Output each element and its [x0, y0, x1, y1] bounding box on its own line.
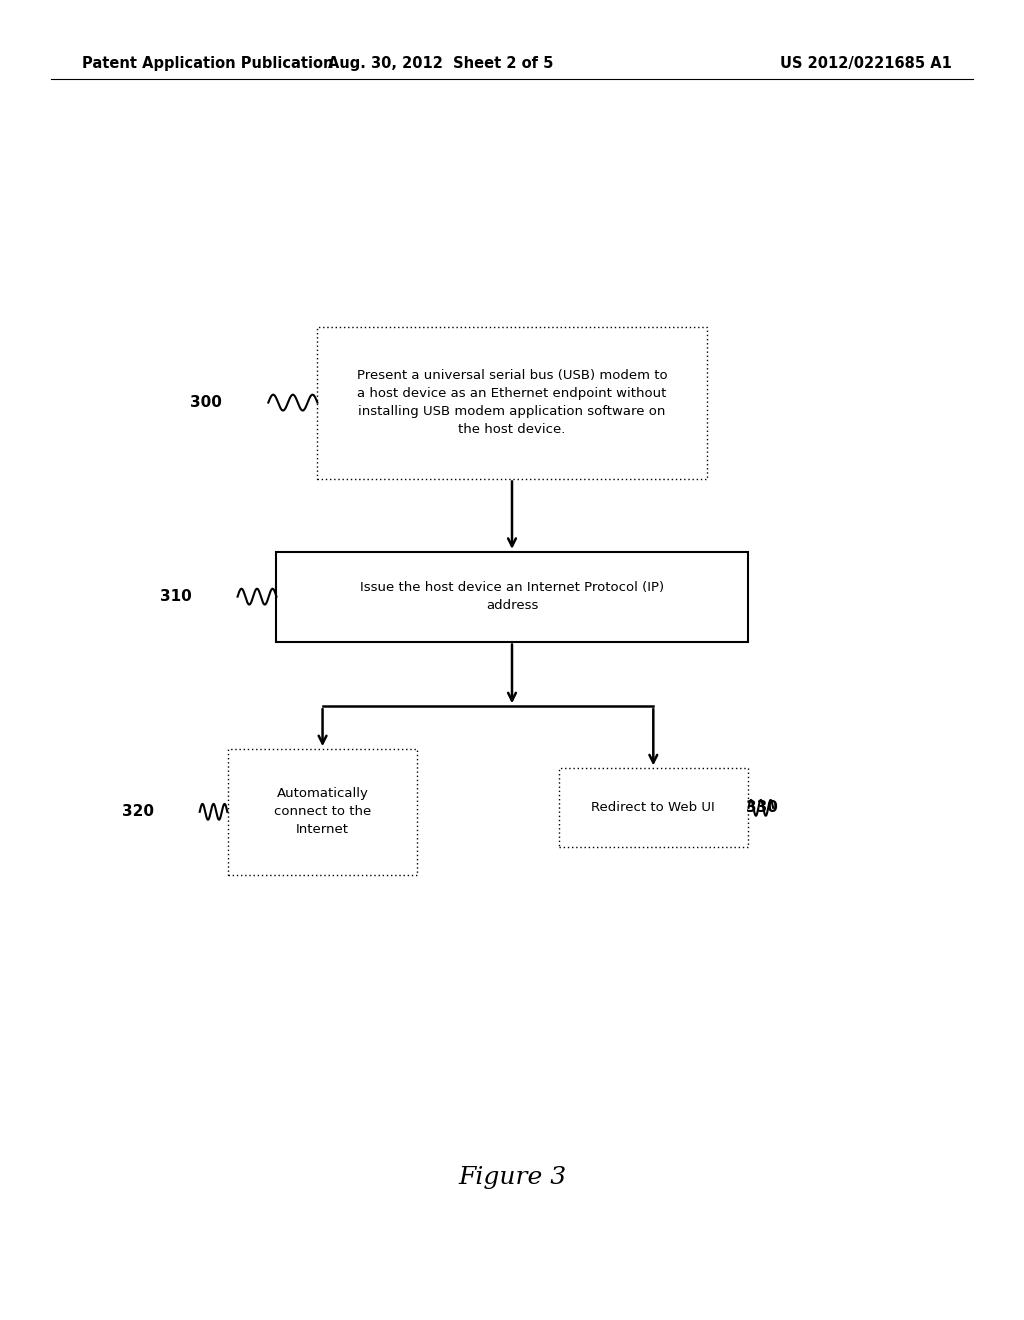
Text: Redirect to Web UI: Redirect to Web UI [592, 801, 715, 814]
Text: Present a universal serial bus (USB) modem to
a host device as an Ethernet endpo: Present a universal serial bus (USB) mod… [356, 370, 668, 436]
Text: Aug. 30, 2012  Sheet 2 of 5: Aug. 30, 2012 Sheet 2 of 5 [328, 55, 553, 71]
Bar [276, 552, 748, 642]
Text: Patent Application Publication: Patent Application Publication [82, 55, 334, 71]
Bar [559, 768, 748, 847]
Text: Automatically
connect to the
Internet: Automatically connect to the Internet [274, 787, 371, 837]
Text: 310: 310 [160, 589, 191, 605]
Text: Issue the host device an Internet Protocol (IP)
address: Issue the host device an Internet Protoc… [360, 581, 664, 612]
Bar [317, 327, 707, 479]
Bar [227, 750, 418, 874]
Text: 330: 330 [746, 800, 778, 816]
Text: 300: 300 [190, 395, 222, 411]
Text: US 2012/0221685 A1: US 2012/0221685 A1 [780, 55, 952, 71]
Text: 320: 320 [122, 804, 154, 820]
Text: Figure 3: Figure 3 [458, 1166, 566, 1189]
